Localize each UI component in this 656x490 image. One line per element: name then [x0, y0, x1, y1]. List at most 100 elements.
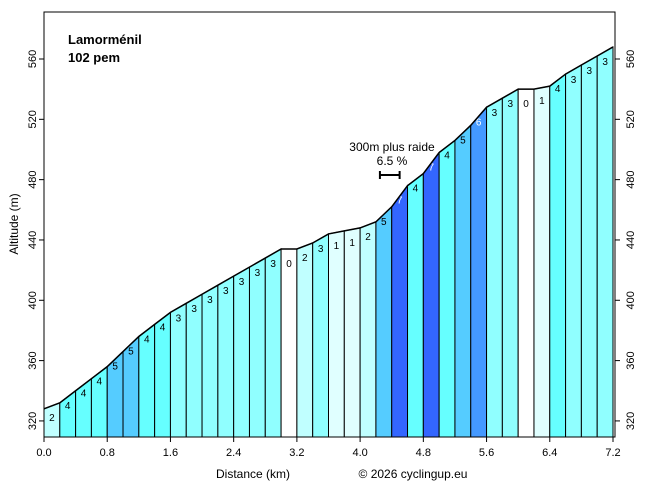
y-tick-label-right: 520: [625, 110, 637, 128]
segment-gradient-label: 3: [207, 295, 213, 306]
segment: [580, 55, 598, 438]
segment-gradient-label: 2: [302, 253, 308, 264]
segment: [533, 85, 551, 438]
segment-gradient-label: 3: [587, 66, 593, 77]
segment: [470, 105, 488, 438]
x-tick-label: 5.6: [479, 447, 494, 459]
segment: [328, 230, 345, 438]
y-tick-label-right: 560: [625, 50, 637, 68]
segment-gradient-label: 1: [334, 241, 340, 252]
chart-title: Lamorménil: [68, 32, 142, 47]
x-tick-label: 4.8: [416, 447, 431, 459]
segment: [264, 248, 282, 438]
segment: [486, 97, 503, 438]
segment: [391, 184, 409, 438]
segment-gradient-label: 5: [112, 362, 118, 373]
y-tick-label-right: 320: [625, 412, 637, 430]
segment-gradient-label: 3: [318, 244, 324, 255]
segment-gradient-label: 4: [413, 184, 419, 195]
segment-gradient-label: 5: [128, 346, 134, 357]
x-axis-label: Distance (km): [216, 467, 290, 481]
segment-gradient-label: 4: [160, 322, 166, 333]
segment-gradient-label: 3: [602, 57, 608, 68]
segment-gradient-label: 4: [97, 377, 103, 388]
y-axis-label: Altitude (m): [7, 193, 21, 254]
segment-gradient-label: 1: [349, 238, 355, 249]
segment-gradient-label: 4: [65, 401, 71, 412]
segment-gradient-label: 6: [476, 117, 482, 128]
x-tick-label: 7.2: [605, 447, 620, 459]
segment: [596, 46, 614, 438]
segment-gradient-label: 3: [176, 313, 182, 324]
x-tick-label: 0.8: [100, 447, 115, 459]
y-tick-label-left: 360: [27, 351, 39, 369]
segment: [438, 139, 456, 438]
segment-gradient-label: 4: [444, 150, 450, 161]
y-tick-label-right: 440: [625, 231, 637, 249]
x-tick-label: 1.6: [163, 447, 178, 459]
segment-gradient-label: 3: [507, 99, 513, 110]
segment-gradient-label: 2: [365, 232, 371, 243]
y-tick-label-left: 400: [27, 291, 39, 309]
annotation-line1: 300m plus raide: [349, 140, 435, 154]
segment: [565, 64, 582, 438]
segment-gradient-label: 0: [523, 99, 529, 110]
y-tick-label-right: 360: [625, 351, 637, 369]
copyright: © 2026 cyclingup.eu: [359, 467, 468, 481]
x-tick-label: 4.0: [352, 447, 367, 459]
segment-gradient-label: 4: [144, 334, 150, 345]
segment-gradient-label: 7: [428, 162, 434, 173]
segment: [296, 242, 314, 438]
profile-line: [43, 46, 614, 410]
segment: [201, 284, 219, 438]
segment: [422, 150, 440, 438]
x-tick-label: 0.0: [36, 447, 51, 459]
segment: [185, 293, 203, 438]
segment: [407, 172, 424, 438]
segment: [233, 266, 250, 438]
segment-gradient-label: 4: [555, 84, 561, 95]
segment-gradient-label: 4: [81, 389, 87, 400]
y-tick-label-left: 320: [27, 412, 39, 430]
y-tick-label-right: 400: [625, 291, 637, 309]
segment-gradient-label: 3: [270, 259, 276, 270]
segment: [312, 233, 329, 438]
annotation-bar: [378, 171, 401, 179]
x-tick-label: 3.2: [289, 447, 304, 459]
chart-subtitle: 102 pem: [68, 50, 120, 65]
y-tick-label-left: 440: [27, 231, 39, 249]
x-tick-label: 6.4: [542, 447, 557, 459]
segment: [75, 377, 92, 438]
segment: [454, 124, 472, 438]
segment: [375, 205, 393, 438]
segment: [359, 221, 377, 438]
segment-gradient-label: 1: [539, 96, 545, 107]
segment-gradient-label: 5: [381, 217, 387, 228]
segment: [549, 73, 567, 438]
segment: [217, 275, 235, 438]
segment-gradient-label: 5: [460, 135, 466, 146]
segment: [280, 248, 298, 438]
segment-gradient-label: 3: [255, 268, 261, 279]
segment-gradient-label: 3: [223, 286, 229, 297]
segment-gradient-label: 2: [49, 413, 55, 424]
segment-gradient-label: 3: [492, 108, 498, 119]
segment-gradient-label: 0: [286, 259, 292, 270]
y-tick-label-left: 520: [27, 110, 39, 128]
y-tick-label-right: 480: [625, 170, 637, 188]
x-tick-label: 2.4: [226, 447, 241, 459]
y-tick-label-left: 560: [27, 50, 39, 68]
segment-gradient-label: 3: [239, 277, 245, 288]
segment: [517, 88, 535, 438]
segment-gradient-label: 7: [397, 196, 403, 207]
segment: [248, 257, 266, 438]
segment: [501, 88, 519, 438]
segment: [343, 227, 361, 438]
y-tick-label-left: 480: [27, 170, 39, 188]
segment-gradient-label: 3: [191, 304, 197, 315]
annotation-line2: 6.5 %: [377, 154, 408, 168]
